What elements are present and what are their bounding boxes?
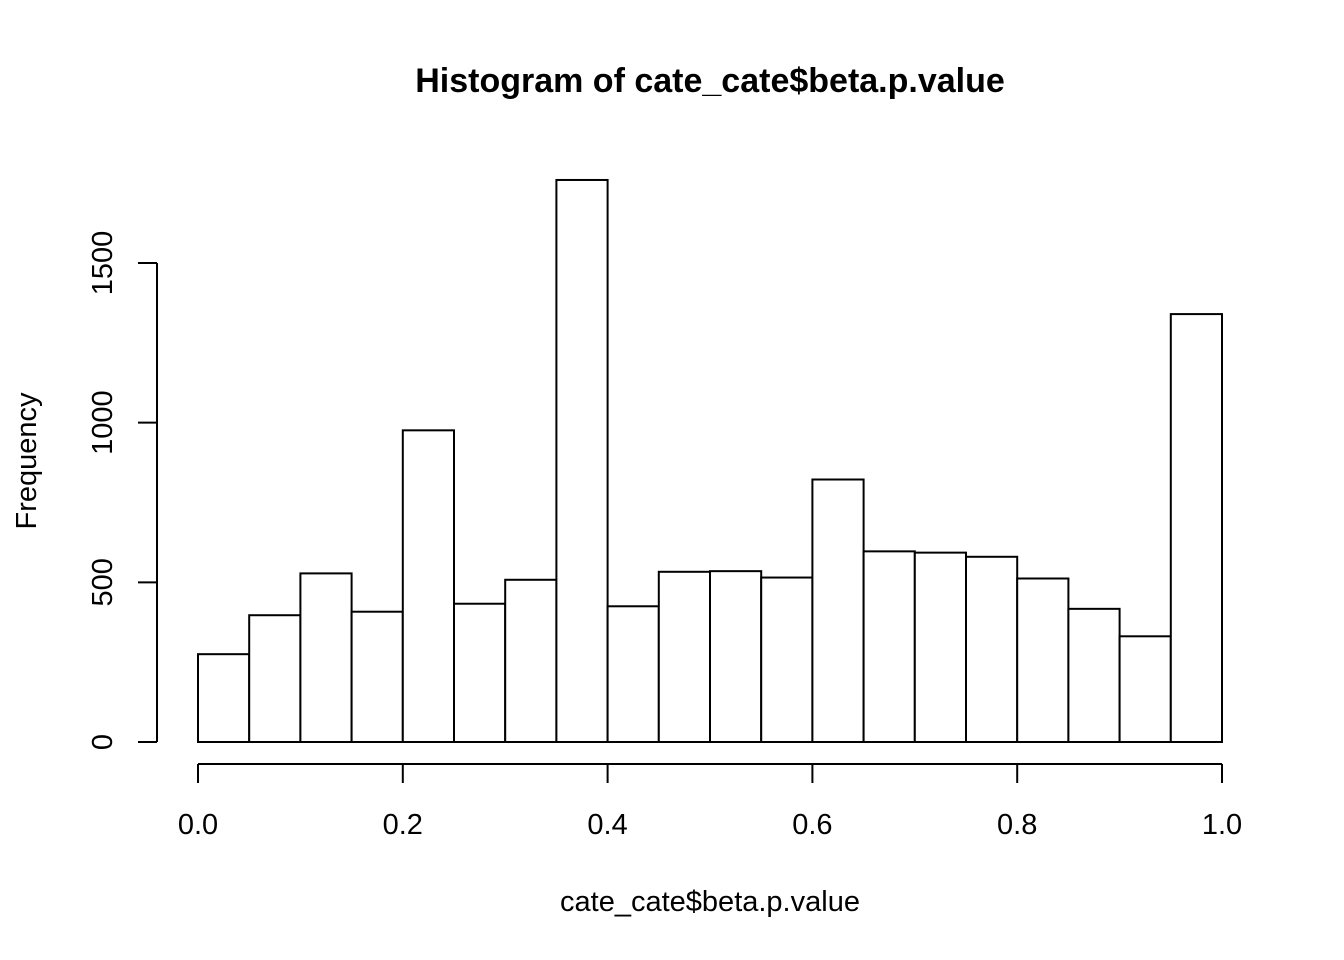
bars-group (197, 178, 1224, 744)
histogram-bar-12 (811, 478, 865, 743)
x-tick-label-4: 0.8 (997, 809, 1037, 841)
histogram-bar-7 (555, 178, 609, 743)
y-tick-label-0: 0 (87, 734, 119, 750)
x-tick-label-2: 0.4 (587, 809, 627, 841)
histogram-bar-18 (1118, 635, 1172, 743)
histogram-bar-15 (965, 555, 1019, 744)
x-axis-label: cate_cate$beta.p.value (560, 886, 860, 918)
x-tick-label-1: 0.2 (383, 809, 423, 841)
y-tick-label-1: 500 (87, 558, 119, 606)
histogram-bar-17 (1067, 607, 1121, 744)
histogram-bar-11 (760, 576, 814, 743)
y-axis: 0 500 1000 1500 (87, 231, 158, 750)
histogram-bar-0 (197, 653, 251, 744)
histogram-bar-5 (453, 602, 507, 743)
histogram-bar-16 (1016, 577, 1070, 744)
histogram-bar-13 (862, 550, 916, 743)
chart-title: Histogram of cate_cate$beta.p.value (415, 62, 1005, 100)
histogram-bar-1 (248, 614, 302, 743)
histogram-bar-8 (606, 605, 660, 743)
histogram-bar-19 (1169, 313, 1224, 743)
x-tick-label-3: 0.6 (792, 809, 832, 841)
y-axis-label: Frequency (11, 392, 43, 530)
histogram-bar-2 (299, 572, 353, 744)
y-tick-label-2: 1000 (87, 390, 119, 455)
x-tick-label-0: 0.0 (178, 809, 218, 841)
histogram-bar-3 (350, 610, 404, 743)
x-axis: 0.0 0.2 0.4 0.6 0.8 1.0 (178, 763, 1242, 841)
x-tick-label-5: 1.0 (1202, 809, 1242, 841)
histogram-bar-10 (709, 570, 763, 744)
histogram-bar-4 (401, 429, 455, 743)
y-tick-label-3: 1500 (87, 231, 119, 296)
histogram-bar-14 (913, 551, 967, 743)
histogram-bar-6 (504, 578, 558, 744)
histogram-bar-9 (657, 570, 711, 744)
